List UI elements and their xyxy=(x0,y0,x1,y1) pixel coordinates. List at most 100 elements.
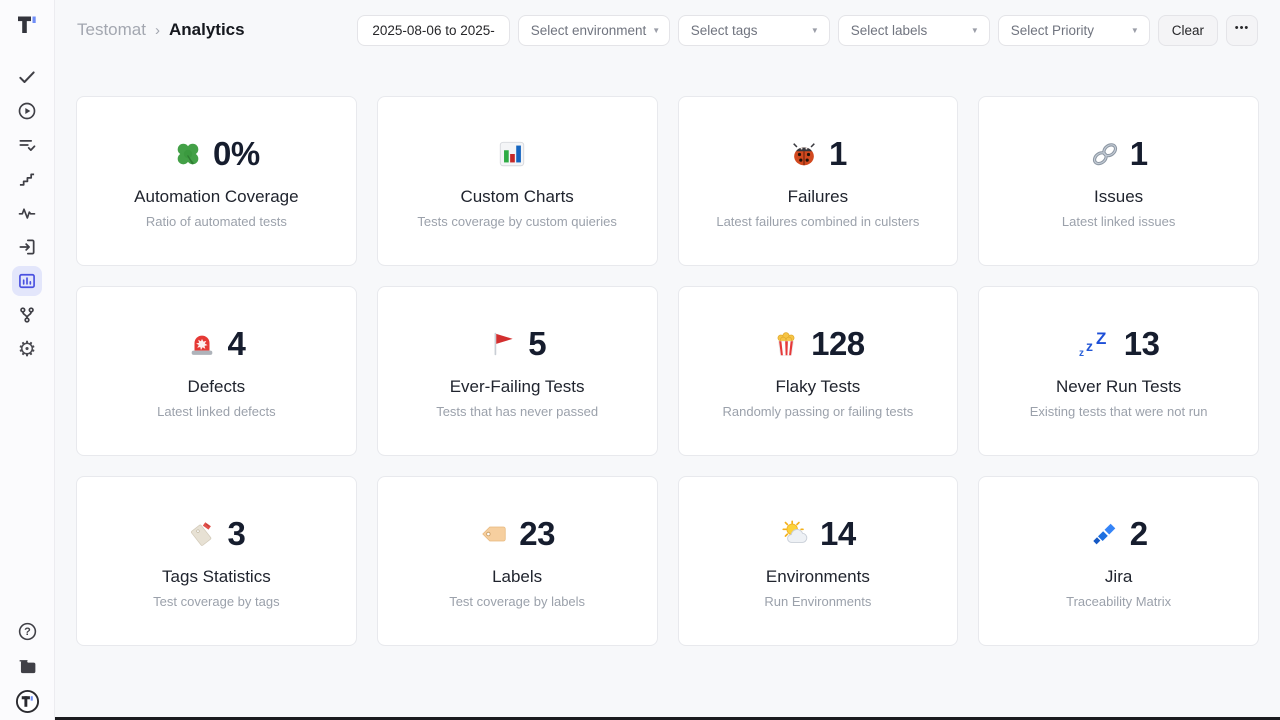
select-priority[interactable]: Select Priority ▼ xyxy=(997,14,1150,46)
more-options-button[interactable]: ••• xyxy=(1226,14,1258,46)
analytics-cards-grid: 0% Automation Coverage Ratio of automate… xyxy=(76,96,1259,646)
list-check-icon xyxy=(17,135,37,155)
bar-chart-emoji-icon xyxy=(497,139,527,169)
tag-icon xyxy=(479,519,509,549)
sidebar-item-help[interactable]: ? xyxy=(14,621,40,647)
page-title: Analytics xyxy=(168,20,245,39)
select-environment[interactable]: Select environment ▼ xyxy=(517,14,670,46)
card-subtitle: Tests coverage by custom quieries xyxy=(417,213,617,229)
check-icon xyxy=(17,67,37,87)
siren-icon xyxy=(187,329,217,359)
card-value: 128 xyxy=(811,324,865,362)
breadcrumb: Testomat › Analytics xyxy=(77,20,245,40)
card-value: 13 xyxy=(1123,324,1160,362)
card-value: 0% xyxy=(213,134,260,172)
clover-icon xyxy=(173,139,203,169)
svg-text:Z: Z xyxy=(1096,329,1106,348)
card-subtitle: Latest linked defects xyxy=(157,403,276,419)
card-labels[interactable]: 23 Labels Test coverage by labels xyxy=(376,476,658,646)
pulse-icon xyxy=(17,203,37,223)
card-title: Environments xyxy=(765,566,870,586)
ladybug-icon xyxy=(789,139,819,169)
card-title: Jira xyxy=(1104,566,1133,586)
sidebar-item-tests[interactable] xyxy=(12,62,42,92)
card-subtitle: Traceability Matrix xyxy=(1066,593,1172,609)
select-priority-placeholder: Select Priority xyxy=(1010,22,1095,38)
svg-text:z: z xyxy=(1086,338,1093,354)
breadcrumb-project[interactable]: Testomat xyxy=(77,20,146,39)
testomat-logo-icon xyxy=(15,689,40,719)
play-icon xyxy=(17,101,37,121)
select-tags[interactable]: Select tags ▼ xyxy=(677,14,830,46)
jira-icon xyxy=(1090,519,1120,549)
card-title: Never Run Tests xyxy=(1055,376,1182,396)
sidebar-item-logo[interactable] xyxy=(14,689,40,719)
card-custom-charts[interactable]: Custom Charts Tests coverage by custom q… xyxy=(376,96,658,266)
card-title: Ever-Failing Tests xyxy=(449,376,585,396)
card-value: 5 xyxy=(528,324,547,362)
sidebar-item-analytics[interactable] xyxy=(12,266,42,296)
sign-in-icon xyxy=(17,237,37,257)
filter-bar: 2025-08-06 to 2025- Select environment ▼… xyxy=(357,14,1258,46)
sidebar-item-plans[interactable] xyxy=(12,130,42,160)
select-labels-placeholder: Select labels xyxy=(850,22,928,38)
card-title: Labels xyxy=(492,566,543,586)
card-subtitle: Test coverage by labels xyxy=(449,593,586,609)
card-defects[interactable]: 4 Defects Latest linked defects xyxy=(76,286,357,456)
chevron-down-icon: ▼ xyxy=(652,25,661,35)
sidebar-item-settings[interactable]: ⚙ xyxy=(12,334,42,364)
card-value: 3 xyxy=(227,514,246,552)
card-title: Custom Charts xyxy=(460,186,574,206)
card-subtitle: Latest linked issues xyxy=(1061,213,1176,229)
card-failures[interactable]: 1 Failures Latest failures combined in c… xyxy=(677,96,959,266)
sidebar-item-projects[interactable] xyxy=(14,656,40,682)
card-title: Failures xyxy=(787,186,849,206)
card-issues[interactable]: 1 Issues Latest linked issues xyxy=(978,96,1259,266)
card-subtitle: Ratio of automated tests xyxy=(145,213,287,229)
chevron-down-icon: ▼ xyxy=(810,25,819,35)
card-subtitle: Existing tests that were not run xyxy=(1029,403,1208,419)
main-content: Testomat › Analytics 2025-08-06 to 2025-… xyxy=(55,0,1280,646)
sidebar-item-steps[interactable] xyxy=(12,164,42,194)
card-automation-coverage[interactable]: 0% Automation Coverage Ratio of automate… xyxy=(76,96,357,266)
bookmark-icon xyxy=(187,519,217,549)
card-title: Issues xyxy=(1094,186,1144,206)
folder-icon xyxy=(17,656,38,682)
window-bottom-edge xyxy=(55,717,1280,720)
card-flaky-tests[interactable]: 128 Flaky Tests Randomly passing or fail… xyxy=(677,286,959,456)
svg-text:z: z xyxy=(1079,348,1084,359)
sun-cloud-icon xyxy=(780,519,810,549)
testomat-logo-icon[interactable] xyxy=(14,12,40,38)
sidebar-item-imports[interactable] xyxy=(12,232,42,262)
sidebar-nav: ⚙ xyxy=(12,62,42,364)
date-range-picker[interactable]: 2025-08-06 to 2025- xyxy=(357,14,510,46)
popcorn-icon xyxy=(771,329,801,359)
select-tags-placeholder: Select tags xyxy=(690,22,758,38)
select-environment-placeholder: Select environment xyxy=(530,22,647,38)
card-ever-failing-tests[interactable]: 5 Ever-Failing Tests Tests that has neve… xyxy=(376,286,658,456)
card-title: Automation Coverage xyxy=(134,186,299,206)
card-subtitle: Test coverage by tags xyxy=(153,593,280,609)
card-value: 1 xyxy=(1129,134,1148,172)
select-labels[interactable]: Select labels ▼ xyxy=(837,14,990,46)
card-environments[interactable]: 14 Environments Run Environments xyxy=(677,476,959,646)
link-icon xyxy=(1090,139,1120,169)
flag-icon xyxy=(488,329,518,359)
chevron-down-icon: ▼ xyxy=(1130,25,1139,35)
sidebar: ⚙ ? xyxy=(0,0,55,720)
chevron-down-icon: ▼ xyxy=(970,25,979,35)
card-jira[interactable]: 2 Jira Traceability Matrix xyxy=(978,476,1259,646)
card-subtitle: Run Environments xyxy=(764,593,872,609)
gear-icon: ⚙ xyxy=(17,337,37,361)
branch-icon xyxy=(17,305,37,325)
sidebar-bottom: ? xyxy=(14,621,40,720)
card-title: Flaky Tests xyxy=(775,376,861,396)
sidebar-item-runs[interactable] xyxy=(12,96,42,126)
clear-filters-button[interactable]: Clear xyxy=(1157,14,1218,46)
svg-text:?: ? xyxy=(24,626,31,638)
sidebar-item-branches[interactable] xyxy=(12,300,42,330)
sidebar-item-pulse[interactable] xyxy=(12,198,42,228)
card-tags-statistics[interactable]: 3 Tags Statistics Test coverage by tags xyxy=(76,476,357,646)
